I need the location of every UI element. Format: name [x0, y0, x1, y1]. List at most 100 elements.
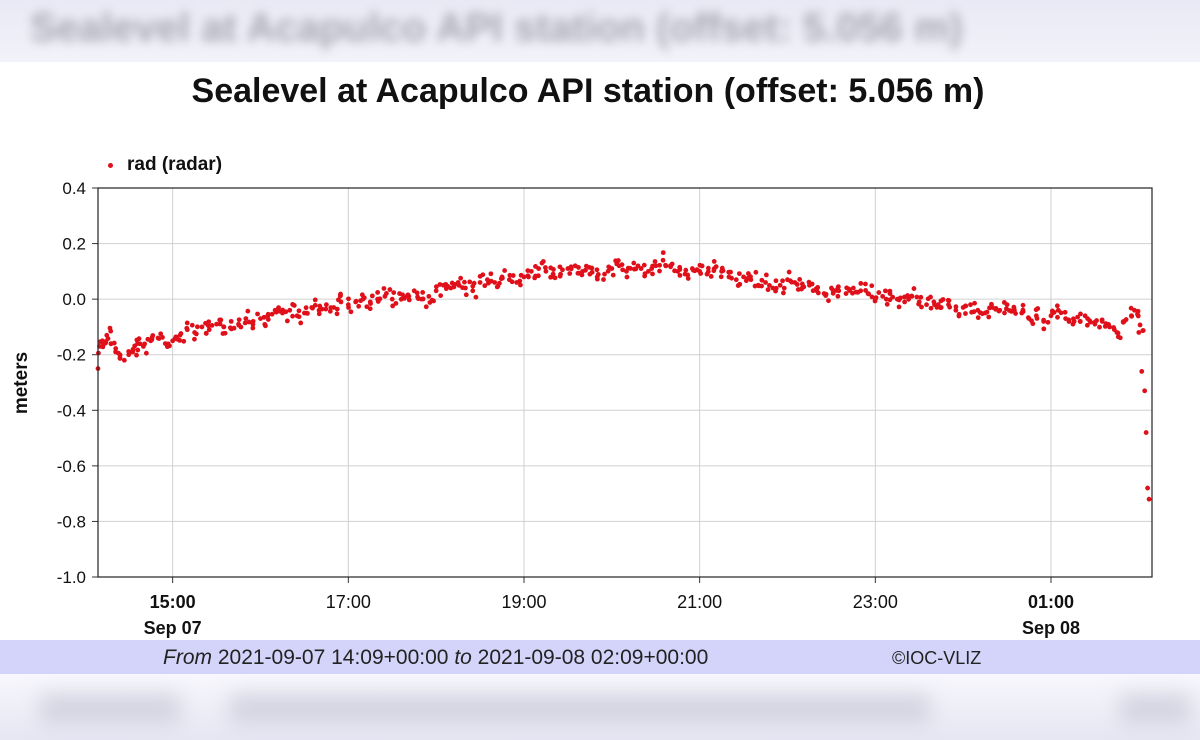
- data-point: [438, 293, 444, 299]
- data-point: [470, 288, 476, 294]
- data-point: [1071, 318, 1077, 324]
- data-point: [813, 286, 819, 292]
- data-point: [863, 281, 868, 287]
- chart-title: Sealevel at Acapulco API station (offset…: [191, 72, 985, 110]
- data-point: [199, 324, 205, 330]
- blurred-block: [230, 694, 930, 724]
- data-point: [331, 305, 337, 310]
- data-point: [763, 280, 768, 285]
- data-point: [1078, 311, 1083, 317]
- data-point: [518, 282, 523, 288]
- data-point: [269, 311, 275, 317]
- data-point: [984, 309, 990, 315]
- data-point: [463, 292, 469, 298]
- data-point: [938, 298, 944, 304]
- data-point: [205, 323, 211, 329]
- data-point: [928, 294, 933, 300]
- blurred-header-bar: Sealevel at Acapulco API station (offset…: [0, 0, 1200, 62]
- data-point: [786, 269, 792, 275]
- data-point: [276, 305, 281, 311]
- data-point: [284, 318, 290, 324]
- data-point: [310, 305, 315, 311]
- data-point: [677, 264, 683, 270]
- data-point: [107, 325, 113, 331]
- data-point: [815, 290, 821, 296]
- x-tick-label: 19:00: [501, 592, 546, 612]
- data-point: [1004, 306, 1009, 312]
- data-point: [887, 297, 893, 303]
- data-point: [287, 307, 293, 313]
- data-point: [902, 294, 908, 300]
- data-point: [641, 262, 647, 268]
- data-point: [184, 325, 190, 331]
- data-point: [646, 268, 651, 274]
- data-point: [463, 285, 468, 291]
- data-point: [1084, 322, 1090, 328]
- data-point: [387, 287, 393, 292]
- data-point: [323, 302, 329, 308]
- data-point: [850, 290, 855, 296]
- from-value: 2021-09-07 14:09+00:00: [217, 646, 449, 669]
- y-tick-label: 0.0: [62, 290, 86, 309]
- data-point: [1035, 306, 1041, 311]
- data-point: [391, 290, 397, 296]
- x-tick-label: 17:00: [326, 592, 371, 612]
- data-point: [605, 268, 611, 274]
- data-point: [873, 295, 879, 301]
- data-point: [1115, 334, 1121, 340]
- data-point: [406, 293, 412, 299]
- data-point: [660, 250, 666, 256]
- data-point: [1058, 310, 1064, 316]
- y-tick-label: -1.0: [57, 568, 86, 587]
- data-point: [485, 280, 491, 286]
- data-point: [142, 341, 147, 347]
- data-point: [697, 262, 703, 268]
- data-point: [685, 276, 691, 281]
- data-point: [773, 288, 778, 294]
- data-point: [880, 293, 886, 299]
- data-point: [263, 323, 268, 329]
- data-point: [653, 263, 659, 269]
- data-point: [192, 336, 197, 342]
- data-point: [718, 274, 724, 280]
- data-point: [601, 277, 606, 282]
- data-point: [1088, 319, 1094, 325]
- data-point: [767, 283, 772, 288]
- data-point: [589, 269, 595, 275]
- data-point: [261, 314, 267, 320]
- data-point: [338, 291, 343, 297]
- data-point: [972, 300, 977, 306]
- data-point: [615, 258, 621, 263]
- data-point: [896, 297, 902, 303]
- data-point: [594, 276, 600, 282]
- data-point: [657, 268, 662, 274]
- data-point: [858, 281, 864, 286]
- data-point: [414, 290, 420, 296]
- data-point: [1045, 319, 1051, 325]
- data-point: [193, 331, 199, 337]
- data-point: [918, 294, 924, 300]
- data-point: [932, 302, 937, 308]
- data-point: [327, 308, 333, 314]
- data-point: [850, 285, 856, 291]
- data-point: [777, 282, 783, 288]
- data-point: [203, 331, 209, 336]
- data-point: [956, 313, 962, 319]
- data-point: [986, 314, 992, 320]
- data-point: [209, 323, 215, 328]
- data-point: [826, 298, 831, 304]
- data-point: [971, 309, 977, 315]
- data-point: [113, 346, 119, 351]
- data-point: [583, 267, 588, 273]
- data-point: [1145, 485, 1151, 491]
- data-point: [390, 303, 396, 309]
- data-point: [989, 301, 994, 307]
- data-point: [473, 294, 479, 300]
- data-point: [799, 286, 804, 292]
- data-point: [753, 269, 759, 275]
- data-point: [217, 321, 223, 327]
- data-point: [924, 302, 929, 308]
- blurred-block: [40, 694, 180, 724]
- data-point: [911, 286, 917, 291]
- data-point: [298, 320, 304, 326]
